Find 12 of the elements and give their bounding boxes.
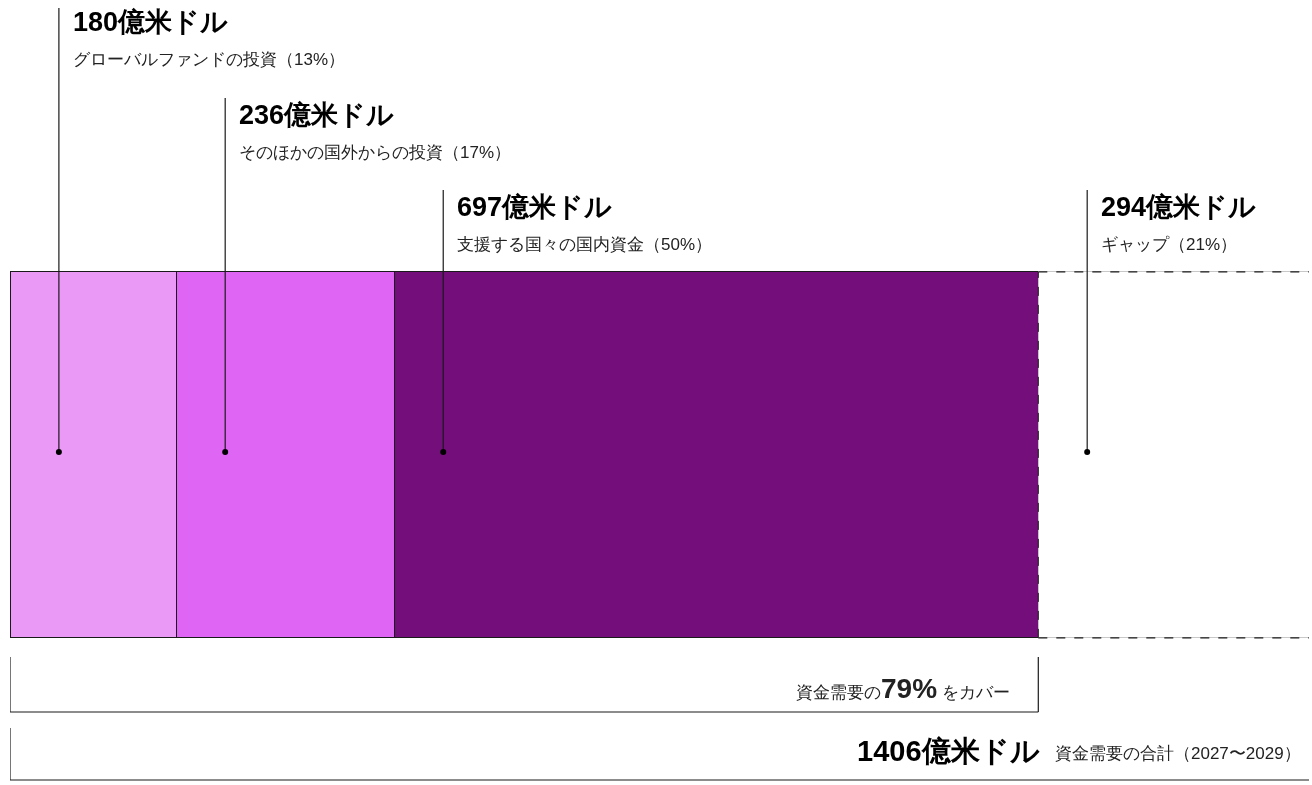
- text: 資金需要の合計（2027〜2029）: [1055, 744, 1301, 763]
- data-label: 294億米ドル: [1101, 192, 1257, 222]
- text: 支援する国々の国内資金（50%）: [457, 235, 713, 254]
- data-label: 236億米ドル: [239, 100, 395, 130]
- data-label: 697億米ドル: [457, 192, 613, 222]
- text: ギャップ（21%）: [1101, 235, 1238, 254]
- data-label: 180億米ドル: [73, 7, 229, 37]
- text: そのほかの国外からの投資（17%）: [239, 143, 512, 162]
- text: 1406億米ドル: [857, 735, 1040, 767]
- text: グローバルファンドの投資（13%）: [73, 50, 346, 69]
- text: 資金需要の79% をカバー: [796, 673, 1010, 704]
- bar: [1037, 271, 1309, 639]
